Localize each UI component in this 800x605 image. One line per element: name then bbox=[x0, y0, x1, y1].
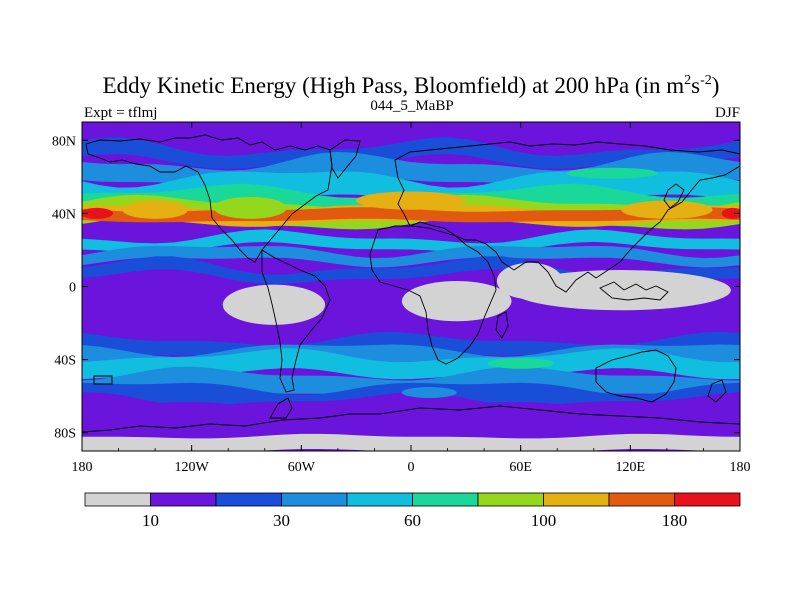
colorbar-label-0: 10 bbox=[142, 511, 159, 530]
x-tick-label-0: 180 bbox=[72, 460, 93, 475]
coastline-greenland bbox=[329, 139, 361, 179]
field-blob-0 bbox=[82, 207, 114, 219]
field-blob-3 bbox=[213, 196, 287, 219]
x-tick-label-5: 120E bbox=[616, 460, 646, 475]
field-blob-9 bbox=[425, 399, 470, 411]
colorbar-swatch-0 bbox=[84, 492, 151, 507]
field-blob-2 bbox=[356, 191, 466, 210]
low-region-indian-ocean bbox=[511, 270, 731, 311]
coastline-layer bbox=[82, 134, 740, 433]
colorbar-label-4: 180 bbox=[662, 511, 688, 530]
title-main: Eddy Kinetic Energy (High Pass, Bloomfie… bbox=[103, 73, 685, 98]
run-label: 044_5_MaBP bbox=[370, 98, 453, 114]
field-band-17 bbox=[82, 433, 740, 451]
coastline-south-america bbox=[261, 249, 331, 393]
y-axis: 80N 40N 0 40S 80S bbox=[52, 134, 740, 442]
colorbar-swatch-9 bbox=[674, 492, 741, 507]
field-blob-8 bbox=[401, 387, 457, 398]
colorbar-swatch-3 bbox=[281, 492, 348, 507]
field-band-12 bbox=[82, 344, 740, 374]
low-region-arabian-sea bbox=[496, 262, 563, 300]
coastline-north-pacific-island bbox=[93, 375, 113, 385]
coastline-africa bbox=[369, 225, 497, 365]
colorbar-label-1: 30 bbox=[273, 511, 290, 530]
field-band-9 bbox=[82, 245, 740, 268]
field-band-1 bbox=[82, 137, 740, 169]
title-end: ) bbox=[712, 73, 720, 98]
colorbar-swatch-6 bbox=[477, 492, 544, 507]
coastline-indonesia bbox=[599, 281, 669, 301]
colorbar-label-2: 60 bbox=[404, 511, 421, 530]
field-blob-6 bbox=[566, 167, 658, 179]
y-tick-label-1: 40N bbox=[52, 207, 76, 222]
y-tick-label-3: 40S bbox=[54, 354, 76, 369]
x-tick-label-3: 0 bbox=[408, 460, 415, 475]
low-region-layer bbox=[222, 262, 731, 325]
coastline-new-zealand bbox=[707, 379, 727, 403]
coastline-antarctic-peninsula bbox=[269, 397, 293, 419]
colorbar-swatch-2 bbox=[215, 492, 282, 507]
colorbar-swatch-4 bbox=[346, 492, 413, 507]
coastline-north-america bbox=[85, 134, 333, 263]
colorbar-swatch-8 bbox=[608, 492, 675, 507]
plot-area bbox=[82, 122, 740, 451]
colorbar-swatch-1 bbox=[150, 492, 217, 507]
colorbar-swatch-5 bbox=[412, 492, 479, 507]
x-tick-label-2: 60W bbox=[288, 460, 316, 475]
coastline-japan bbox=[663, 183, 685, 209]
field-band-8 bbox=[82, 229, 740, 254]
x-axis: 180 120W 60W 0 60E 120E 180 bbox=[72, 122, 751, 475]
coastline-eurasia bbox=[394, 141, 740, 293]
field-blob-4 bbox=[122, 200, 189, 219]
field-blob-5 bbox=[621, 200, 713, 219]
chart-title: Eddy Kinetic Energy (High Pass, Bloomfie… bbox=[103, 73, 720, 98]
field-band-13 bbox=[82, 348, 740, 380]
x-tick-label-1: 120W bbox=[175, 460, 210, 475]
experiment-label: Expt = tflmj bbox=[84, 105, 157, 121]
title-mid: s bbox=[691, 73, 700, 98]
coastline-australia bbox=[595, 349, 677, 403]
x-tick-label-4: 60E bbox=[509, 460, 532, 475]
colorbar: 10 30 60 100 180 bbox=[84, 492, 741, 530]
low-region-south-america-pacific bbox=[222, 284, 326, 325]
coastline-antarctica bbox=[82, 405, 740, 433]
field-band-3 bbox=[82, 171, 740, 208]
title-sup-2: -2 bbox=[700, 73, 712, 88]
colorbar-swatch-7 bbox=[543, 492, 610, 507]
field-blob-7 bbox=[487, 357, 554, 369]
low-region-atlantic-africa bbox=[401, 281, 512, 322]
title-sup-1: 2 bbox=[684, 73, 691, 88]
x-tick-label-6: 180 bbox=[730, 460, 751, 475]
y-tick-label-4: 80S bbox=[54, 427, 76, 442]
coastline-madagascar bbox=[495, 311, 509, 339]
y-tick-label-2: 0 bbox=[69, 281, 76, 296]
y-tick-label-0: 80N bbox=[52, 134, 76, 149]
colorbar-label-3: 100 bbox=[531, 511, 557, 530]
field-blob-1 bbox=[721, 207, 740, 219]
field-layer bbox=[82, 129, 740, 451]
season-label: DJF bbox=[715, 105, 740, 121]
